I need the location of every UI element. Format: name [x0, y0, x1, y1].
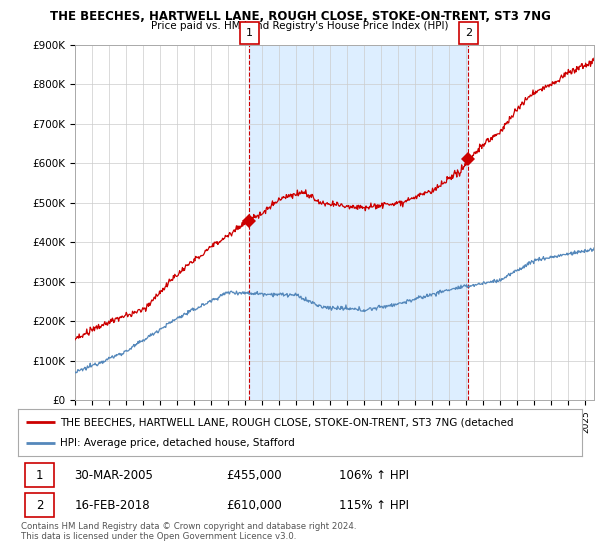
Bar	[250, 45, 469, 400]
Text: 106% ↑ HPI: 106% ↑ HPI	[340, 469, 409, 482]
Text: 115% ↑ HPI: 115% ↑ HPI	[340, 498, 409, 512]
Text: 16-FEB-2018: 16-FEB-2018	[74, 498, 150, 512]
Text: £610,000: £610,000	[227, 498, 283, 512]
Text: THE BEECHES, HARTWELL LANE, ROUGH CLOSE, STOKE-ON-TRENT, ST3 7NG (detached: THE BEECHES, HARTWELL LANE, ROUGH CLOSE,…	[60, 417, 514, 427]
Text: HPI: Average price, detached house, Stafford: HPI: Average price, detached house, Staf…	[60, 438, 295, 448]
Text: Price paid vs. HM Land Registry's House Price Index (HPI): Price paid vs. HM Land Registry's House …	[151, 21, 449, 31]
Text: £455,000: £455,000	[227, 469, 283, 482]
Text: THE BEECHES, HARTWELL LANE, ROUGH CLOSE, STOKE-ON-TRENT, ST3 7NG: THE BEECHES, HARTWELL LANE, ROUGH CLOSE,…	[50, 10, 550, 23]
Text: 2: 2	[465, 28, 472, 38]
FancyBboxPatch shape	[25, 463, 54, 487]
Text: 2: 2	[35, 498, 43, 512]
Text: 30-MAR-2005: 30-MAR-2005	[74, 469, 153, 482]
FancyBboxPatch shape	[25, 493, 54, 517]
Text: 1: 1	[246, 28, 253, 38]
Text: 1: 1	[35, 469, 43, 482]
Text: Contains HM Land Registry data © Crown copyright and database right 2024.
This d: Contains HM Land Registry data © Crown c…	[21, 522, 356, 542]
